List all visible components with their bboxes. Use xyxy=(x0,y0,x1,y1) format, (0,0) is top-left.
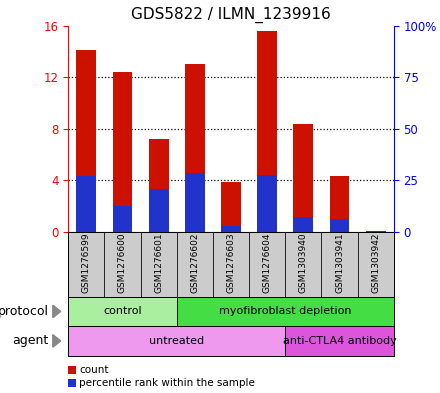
Bar xyxy=(77,176,96,232)
Bar xyxy=(293,123,313,232)
Bar xyxy=(68,326,285,356)
Text: GSM1276599: GSM1276599 xyxy=(82,233,91,293)
Bar xyxy=(366,231,386,232)
Text: count: count xyxy=(79,365,109,375)
Bar xyxy=(185,173,205,232)
Text: GSM1276602: GSM1276602 xyxy=(191,233,199,293)
Bar xyxy=(77,50,96,232)
Bar xyxy=(221,226,241,232)
Bar xyxy=(330,176,349,232)
Text: percentile rank within the sample: percentile rank within the sample xyxy=(79,378,255,388)
Bar xyxy=(285,232,322,297)
Bar xyxy=(113,206,132,232)
Text: myofibroblast depletion: myofibroblast depletion xyxy=(219,307,352,316)
Text: GSM1303941: GSM1303941 xyxy=(335,233,344,293)
Bar xyxy=(104,232,140,297)
Text: GSM1276600: GSM1276600 xyxy=(118,233,127,293)
Text: GSM1276604: GSM1276604 xyxy=(263,233,271,293)
Text: GSM1276601: GSM1276601 xyxy=(154,233,163,293)
Bar xyxy=(149,189,169,232)
Text: GSM1303942: GSM1303942 xyxy=(371,233,380,293)
Bar xyxy=(177,297,394,326)
Bar xyxy=(322,232,358,297)
Bar xyxy=(185,64,205,232)
Text: untreated: untreated xyxy=(149,336,204,346)
Text: control: control xyxy=(103,307,142,316)
Bar xyxy=(366,231,386,232)
Bar xyxy=(285,326,394,356)
Text: anti-CTLA4 antibody: anti-CTLA4 antibody xyxy=(282,336,396,346)
Text: protocol: protocol xyxy=(0,305,48,318)
Bar xyxy=(293,217,313,232)
Bar xyxy=(249,232,285,297)
Bar xyxy=(213,232,249,297)
Bar xyxy=(113,72,132,232)
Text: GSM1303940: GSM1303940 xyxy=(299,233,308,293)
Title: GDS5822 / ILMN_1239916: GDS5822 / ILMN_1239916 xyxy=(131,7,331,23)
Bar xyxy=(68,297,177,326)
Bar xyxy=(330,219,349,232)
Bar xyxy=(257,31,277,232)
Bar xyxy=(140,232,177,297)
Bar xyxy=(358,232,394,297)
Text: GSM1276603: GSM1276603 xyxy=(227,233,235,293)
Bar xyxy=(221,182,241,232)
Bar xyxy=(149,139,169,232)
Text: agent: agent xyxy=(12,334,48,347)
Bar xyxy=(257,175,277,232)
Bar xyxy=(177,232,213,297)
Bar xyxy=(68,232,104,297)
